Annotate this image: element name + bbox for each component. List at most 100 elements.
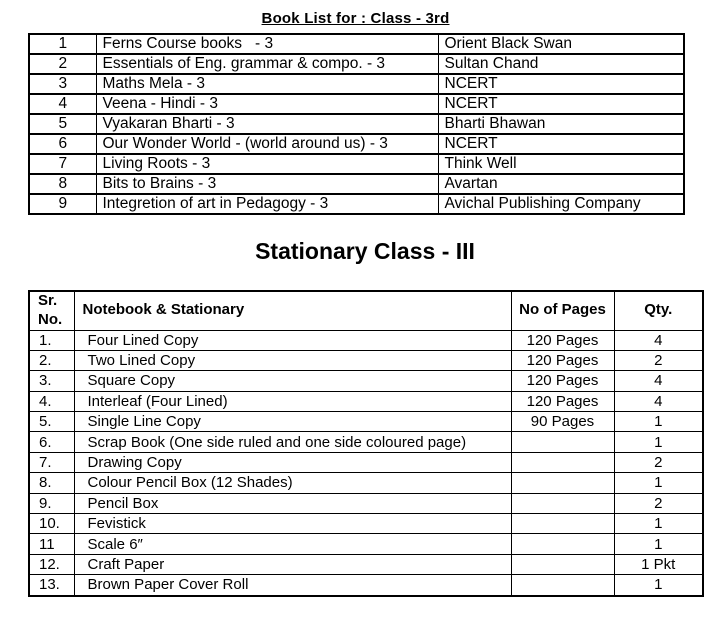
table-row: 5 Vyakaran Bharti - 3 Bharti Bhawan (28, 113, 685, 135)
book-name-cell: Essentials of Eng. grammar & compo. - 3 (95, 53, 439, 75)
item-pages-cell (510, 513, 615, 535)
item-qty-cell: 1 (613, 472, 704, 494)
item-name-cell: Single Line Copy (73, 411, 512, 433)
table-row: 7 Living Roots - 3 Think Well (28, 153, 685, 175)
item-sr-cell: 5. (28, 411, 75, 433)
item-name-cell: Scrap Book (One side ruled and one side … (73, 431, 512, 453)
book-sr-cell: 4 (28, 93, 97, 115)
table-row: 8. Colour Pencil Box (12 Shades) 1 (28, 472, 704, 494)
item-name-cell: Craft Paper (73, 553, 512, 576)
item-sr-cell: 9. (28, 492, 75, 515)
book-publisher-cell: Think Well (437, 153, 685, 175)
book-publisher-cell: Sultan Chand (437, 53, 685, 75)
item-name-cell: Scale 6″ (73, 533, 512, 555)
item-qty-cell: 2 (613, 349, 704, 372)
table-row: 9. Pencil Box 2 (28, 492, 704, 515)
item-name-cell: Drawing Copy (73, 451, 512, 474)
table-row: 9 Integretion of art in Pedagogy - 3 Avich… (28, 193, 685, 215)
item-name-cell: Brown Paper Cover Roll (73, 574, 512, 597)
item-name-cell: Two Lined Copy (73, 349, 512, 372)
stationary-title: Stationary Class - III (255, 238, 475, 264)
book-publisher-cell: Avartan (437, 173, 685, 195)
item-qty-cell: 1 (613, 513, 704, 535)
item-qty-cell: 1 (613, 533, 704, 555)
item-pages-cell: 90 Pages (510, 411, 615, 433)
book-publisher-cell: NCERT (437, 73, 685, 95)
item-qty-cell: 1 Pkt (613, 553, 704, 576)
table-row: 2 Essentials of Eng. grammar & compo. - 3… (28, 53, 685, 75)
item-pages-cell (510, 431, 615, 453)
table-row: 2. Two Lined Copy 120 Pages 2 (28, 349, 704, 372)
table-row: 12. Craft Paper 1 Pkt (28, 553, 704, 576)
book-name-cell: Our Wonder World - (world around us) - 3 (95, 133, 439, 155)
item-qty-cell: 1 (613, 411, 704, 433)
book-sr-cell: 7 (28, 153, 97, 175)
header-notebook-stationary: Notebook & Stationary (73, 290, 512, 331)
table-row: 11 Scale 6″ 1 (28, 533, 704, 555)
book-name-cell: Ferns Course books - 3 (95, 33, 439, 55)
book-list-body: 1 Ferns Course books - 3 Orient Black Swan… (28, 33, 685, 215)
item-sr-cell: 10. (28, 513, 75, 535)
item-pages-cell (510, 574, 615, 597)
table-row: 1 Ferns Course books - 3 Orient Black Swan (28, 33, 685, 55)
stationary-table: Sr. No. Notebook & Stationary No of Page… (28, 290, 704, 597)
item-name-cell: Fevistick (73, 513, 512, 535)
item-sr-cell: 7. (28, 451, 75, 474)
item-qty-cell: 4 (613, 329, 704, 351)
table-row: 13. Brown Paper Cover Roll 1 (28, 574, 704, 597)
item-pages-cell (510, 492, 615, 515)
book-publisher-cell: Bharti Bhawan (437, 113, 685, 135)
item-sr-cell: 1. (28, 329, 75, 351)
book-name-cell: Living Roots - 3 (95, 153, 439, 175)
item-pages-cell: 120 Pages (510, 370, 615, 392)
book-sr-cell: 3 (28, 73, 97, 95)
item-sr-cell: 3. (28, 370, 75, 392)
table-row: 5. Single Line Copy 90 Pages 1 (28, 411, 704, 433)
header-sr-no: Sr. No. (28, 290, 75, 331)
table-row: 3. Square Copy 120 Pages 4 (28, 370, 704, 392)
item-pages-cell: 120 Pages (510, 329, 615, 351)
item-pages-cell: 120 Pages (510, 390, 615, 413)
item-qty-cell: 1 (613, 431, 704, 453)
book-sr-cell: 5 (28, 113, 97, 135)
table-row: 6 Our Wonder World - (world around us) - … (28, 133, 685, 155)
item-pages-cell: 120 Pages (510, 349, 615, 372)
book-list-table: 1 Ferns Course books - 3 Orient Black Swan… (28, 33, 685, 215)
header-qty: Qty. (613, 290, 704, 331)
item-sr-cell: 2. (28, 349, 75, 372)
item-sr-cell: 4. (28, 390, 75, 413)
table-row: 8 Bits to Brains - 3 Avartan (28, 173, 685, 195)
item-sr-cell: 6. (28, 431, 75, 453)
header-no-of-pages: No of Pages (510, 290, 615, 331)
table-row: 1. Four Lined Copy 120 Pages 4 (28, 329, 704, 351)
book-name-cell: Veena - Hindi - 3 (95, 93, 439, 115)
item-sr-cell: 13. (28, 574, 75, 597)
stationary-body: 1. Four Lined Copy 120 Pages 4 2. Two Lined C… (28, 329, 704, 597)
item-name-cell: Square Copy (73, 370, 512, 392)
book-sr-cell: 2 (28, 53, 97, 75)
book-sr-cell: 6 (28, 133, 97, 155)
item-sr-cell: 11 (28, 533, 75, 555)
book-sr-cell: 1 (28, 33, 97, 55)
table-row: 4 Veena - Hindi - 3 NCERT (28, 93, 685, 115)
table-row: 4. Interleaf (Four Lined) 120 Pages 4 (28, 390, 704, 413)
book-publisher-cell: Avichal Publishing Company (437, 193, 685, 215)
item-sr-cell: 8. (28, 472, 75, 494)
item-name-cell: Interleaf (Four Lined) (73, 390, 512, 413)
item-qty-cell: 4 (613, 370, 704, 392)
item-qty-cell: 1 (613, 574, 704, 597)
item-pages-cell (510, 533, 615, 555)
item-pages-cell (510, 472, 615, 494)
item-sr-cell: 12. (28, 553, 75, 576)
book-name-cell: Bits to Brains - 3 (95, 173, 439, 195)
item-qty-cell: 4 (613, 390, 704, 413)
book-publisher-cell: NCERT (437, 133, 685, 155)
book-publisher-cell: Orient Black Swan (437, 33, 685, 55)
item-qty-cell: 2 (613, 451, 704, 474)
book-publisher-cell: NCERT (437, 93, 685, 115)
item-pages-cell (510, 553, 615, 576)
book-list-title: Book List for : Class - 3rd (261, 10, 450, 27)
item-qty-cell: 2 (613, 492, 704, 515)
stationary-header-row: Sr. No. Notebook & Stationary No of Page… (28, 290, 704, 331)
book-sr-cell: 8 (28, 173, 97, 195)
